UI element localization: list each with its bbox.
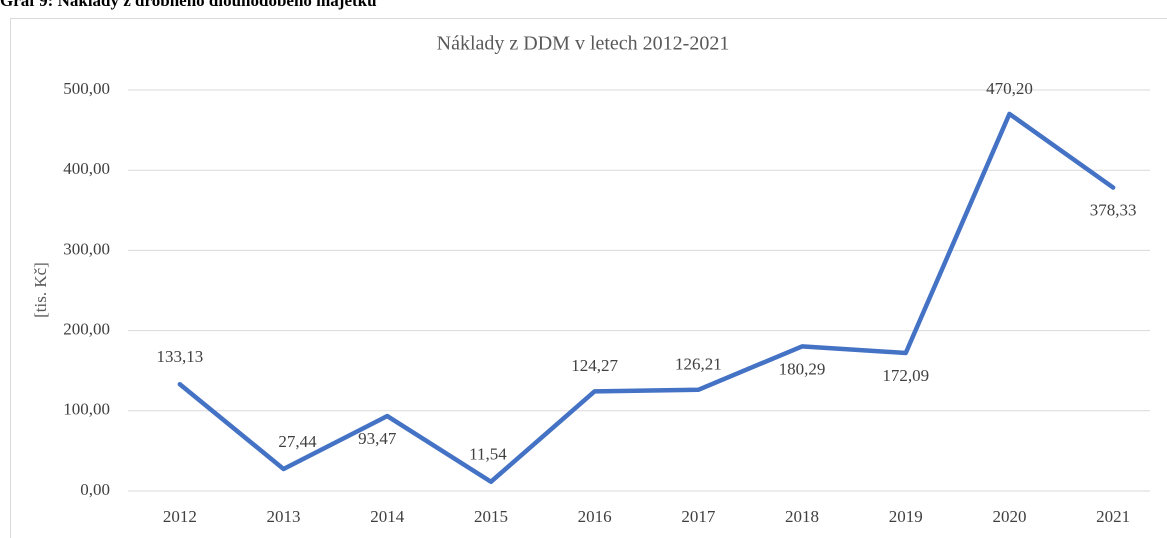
x-tick-label: 2014 [370, 507, 405, 526]
data-label: 378,33 [1090, 200, 1137, 219]
x-tick-label: 2012 [163, 507, 197, 526]
x-tick-label: 2020 [992, 507, 1026, 526]
x-tick-label: 2015 [474, 507, 508, 526]
data-label: 133,13 [156, 347, 203, 366]
y-tick-label: 300,00 [63, 239, 110, 258]
data-label: 126,21 [675, 355, 722, 374]
y-axis-label: [tis. Kč] [31, 262, 50, 318]
x-tick-label: 2017 [681, 507, 716, 526]
data-label: 11,54 [469, 445, 507, 464]
x-tick-label: 2019 [889, 507, 923, 526]
y-tick-label: 200,00 [63, 320, 110, 339]
x-tick-label: 2013 [267, 507, 301, 526]
data-label: 470,20 [986, 79, 1033, 98]
data-line [177, 111, 1116, 484]
caption: Graf 9: Náklady z drobného dlouhodobého … [0, 0, 377, 10]
data-label: 93,47 [358, 429, 397, 448]
data-label: 124,27 [571, 356, 618, 375]
y-tick-label: 500,00 [63, 79, 110, 98]
y-tick-label: 0,00 [80, 480, 110, 499]
y-tick-label: 400,00 [63, 159, 110, 178]
chart-title: Náklady z DDM v letech 2012-2021 [437, 33, 730, 55]
data-label: 172,09 [882, 366, 929, 385]
data-label: 180,29 [779, 359, 826, 378]
chart-frame [10, 18, 1167, 538]
x-tick-label: 2016 [578, 507, 612, 526]
x-tick-label: 2018 [785, 507, 819, 526]
y-tick-label: 100,00 [63, 400, 110, 419]
x-tick-label: 2021 [1096, 507, 1130, 526]
data-label: 27,44 [278, 432, 317, 451]
